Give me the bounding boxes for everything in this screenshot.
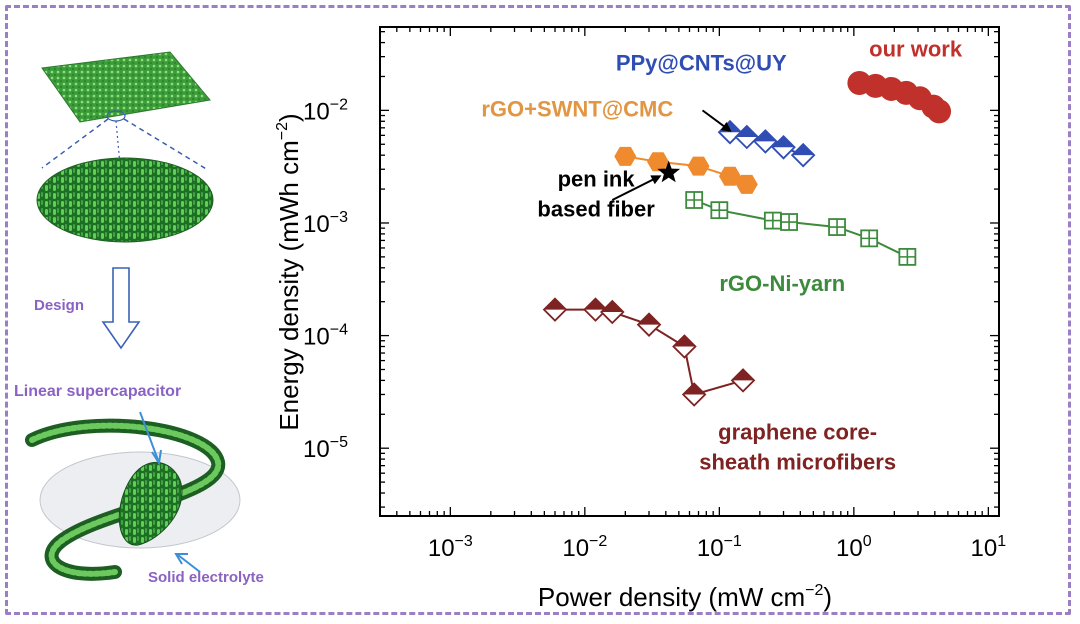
data-point-square xyxy=(685,191,704,209)
series-layer xyxy=(542,71,952,407)
data-point-diamond xyxy=(730,368,756,393)
y-axis-title: Energy density (mWh cm−2) xyxy=(274,113,304,430)
annotation-arrow xyxy=(611,175,662,201)
series-rgo-swnt-cmc xyxy=(614,146,758,194)
data-point-hexagon xyxy=(719,166,741,186)
annotation-rgo-ni: rGO-Ni-yarn xyxy=(719,271,845,296)
nanopillar-array xyxy=(36,157,214,243)
annotation-our-work: our work xyxy=(869,37,963,62)
data-point-square xyxy=(763,211,782,230)
data-point-circle xyxy=(927,99,952,124)
data-point-hexagon xyxy=(687,156,710,176)
data-point-diamond xyxy=(583,297,608,322)
data-point-diamond xyxy=(600,299,625,325)
data-point-diamond xyxy=(734,124,760,150)
data-point-star xyxy=(657,160,681,183)
y-axis-ticks: 10−5 10−4 10−3 10−2 xyxy=(303,96,348,463)
series-graphene-core-sheath-microfibers xyxy=(542,297,756,407)
x-axis-title: Power density (mW cm−2) xyxy=(538,582,832,612)
series-our-work xyxy=(847,71,952,124)
data-point-hexagon xyxy=(735,174,758,194)
figure-frame xyxy=(5,5,1071,615)
data-point-square xyxy=(828,218,846,236)
data-point-square xyxy=(898,247,917,266)
y-tick-label: 10−2 xyxy=(303,96,348,125)
data-point-diamond xyxy=(771,135,796,160)
supercapacitor-schematic xyxy=(25,51,241,581)
x-tick-label: 10−2 xyxy=(562,533,607,562)
y-tick-label: 10−3 xyxy=(303,209,348,238)
x-tick-label: 10−1 xyxy=(697,533,742,562)
data-point-diamond xyxy=(753,129,778,154)
x-tick-label: 100 xyxy=(836,533,872,562)
data-point-hexagon xyxy=(647,152,669,172)
design-label: Design xyxy=(34,297,85,314)
data-point-square xyxy=(710,201,729,220)
annotation-rgo-swnt: rGO+SWNT@CMC xyxy=(481,97,673,122)
annotation-graphene: graphene core-sheath microfibers xyxy=(699,419,896,474)
electrode-sheet xyxy=(41,51,211,123)
series-ppy-cnts-uy xyxy=(717,119,816,168)
annotation-layer: our work PPy@CNTs@UY rGO+SWNT@CMC pen ink ba… xyxy=(481,37,963,475)
x-tick-label: 101 xyxy=(971,533,1007,562)
data-point-diamond xyxy=(672,334,697,359)
data-point-hexagon xyxy=(614,146,637,166)
x-axis-ticks: 10−3 10−2 10−1 100 101 xyxy=(428,533,1006,562)
annotation-pen-ink: pen ink based fiber xyxy=(537,167,655,222)
data-point-diamond xyxy=(636,312,662,337)
data-point-square xyxy=(780,213,798,231)
y-tick-label: 10−5 xyxy=(303,434,348,463)
minor-ticks xyxy=(379,27,999,516)
data-point-diamond xyxy=(542,297,568,322)
solid-electrolyte-label: Solid electrolyte xyxy=(148,569,264,586)
annotation-arrow xyxy=(701,109,732,132)
series-rgo-ni-yarn xyxy=(685,191,917,266)
y-tick-label: 10−4 xyxy=(303,322,348,351)
design-arrow-icon xyxy=(101,267,141,350)
annotation-ppy: PPy@CNTs@UY xyxy=(616,51,787,76)
x-tick-label: 10−3 xyxy=(428,533,473,562)
data-point-square xyxy=(860,229,879,248)
data-point-diamond xyxy=(790,142,816,168)
linear-supercapacitor-label: Linear supercapacitor xyxy=(14,383,182,400)
series-pen-ink-based-fiber xyxy=(657,160,681,183)
data-point-diamond xyxy=(681,382,707,407)
